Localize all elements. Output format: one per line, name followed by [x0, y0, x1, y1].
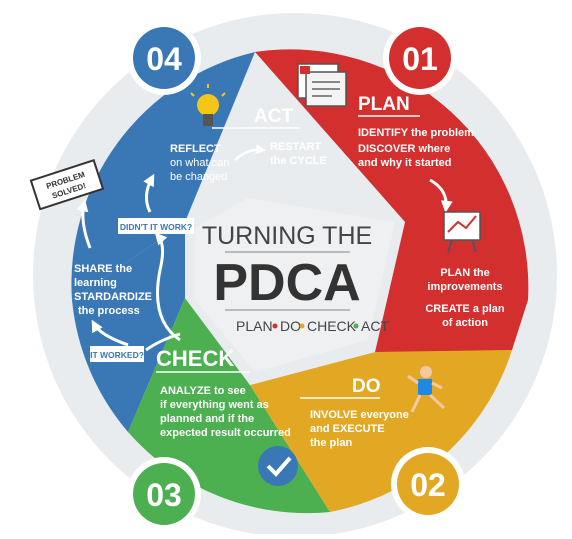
svg-text:of action: of action	[442, 317, 488, 329]
checkmark-icon	[258, 446, 298, 486]
plan-text-2: PLAN the improvements CREATE a plan of a…	[425, 267, 505, 329]
svg-text:04: 04	[146, 41, 182, 77]
svg-text:and EXECUTE: and EXECUTE	[310, 423, 385, 435]
svg-text:learning: learning	[74, 277, 117, 289]
svg-text:02: 02	[410, 467, 446, 503]
center-sub-act: ACT	[361, 318, 389, 334]
badge-03: 03	[127, 457, 201, 531]
svg-text:expected result occurred: expected result occurred	[160, 427, 291, 439]
svg-text:ANALYZE to see: ANALYZE to see	[160, 385, 246, 397]
svg-text:SHARE the: SHARE the	[74, 263, 132, 275]
svg-text:CREATE a plan: CREATE a plan	[425, 303, 505, 315]
svg-text:DISCOVER where: DISCOVER where	[358, 143, 450, 155]
svg-text:01: 01	[402, 41, 438, 77]
center-sub-plan: PLAN	[236, 318, 273, 334]
act-reflect-text: REFLECT on what can be changed	[170, 143, 229, 183]
svg-text:03: 03	[146, 477, 182, 513]
plan-text: IDENTIFY the problem DISCOVER where and …	[358, 127, 474, 169]
svg-text:and why it started: and why it started	[358, 157, 452, 169]
center-subtitle: PLAN DO CHECK ACT	[236, 318, 389, 334]
svg-text:the process: the process	[78, 305, 140, 317]
svg-text:be changed: be changed	[170, 171, 228, 183]
svg-text:IDENTIFY the problem: IDENTIFY the problem	[358, 127, 474, 139]
do-text: INVOLVE everyone and EXECUTE the plan	[310, 409, 409, 449]
it-worked-label: IT WORKED?	[90, 350, 144, 360]
flow-arrows	[76, 173, 181, 352]
it-worked-label-box	[90, 346, 144, 362]
do-segment	[250, 350, 512, 512]
plan-title: PLAN	[358, 94, 410, 115]
svg-text:if everything went as: if everything went as	[160, 399, 269, 411]
act-title: ACT	[254, 106, 293, 127]
plan-arrow	[429, 178, 453, 213]
lightbulb-icon	[190, 84, 226, 126]
restart-arrow	[234, 144, 266, 161]
center-title-pdca: PDCA	[213, 254, 360, 312]
svg-text:improvements: improvements	[427, 281, 502, 293]
badge-02: 02	[391, 447, 465, 521]
do-title: DO	[352, 376, 381, 397]
svg-text:INVOLVE everyone: INVOLVE everyone	[310, 409, 409, 421]
svg-text:the CYCLE: the CYCLE	[270, 155, 327, 167]
center-sub-check: CHECK	[307, 318, 357, 334]
svg-text:RESTART: RESTART	[270, 141, 321, 153]
svg-text:the plan: the plan	[310, 437, 352, 449]
problem-solved-stamp: PROBLEM SOLVED!	[29, 158, 105, 211]
center-title-line1: TURNING THE	[202, 222, 372, 250]
act-segment-lower	[72, 222, 185, 432]
svg-text:STARDARDIZE: STARDARDIZE	[74, 291, 152, 303]
didnt-work-label-box	[118, 218, 194, 234]
badge-01: 01	[383, 21, 457, 95]
check-text: ANALYZE to see if everything went as pla…	[160, 385, 291, 439]
act-share-text: SHARE the learning STARDARDIZE the proce…	[74, 263, 152, 317]
svg-text:planned and if the: planned and if the	[160, 413, 254, 425]
svg-text:on what can: on what can	[170, 157, 229, 169]
documents-icon	[297, 63, 347, 107]
check-title: CHECK	[156, 346, 234, 371]
chart-board-icon	[443, 211, 481, 253]
didnt-work-label: DIDN'T IT WORK?	[120, 222, 192, 232]
runner-icon	[407, 366, 446, 413]
svg-text:REFLECT: REFLECT	[170, 143, 221, 155]
plan-segment-fill	[255, 49, 529, 352]
svg-text:PLAN the: PLAN the	[440, 267, 490, 279]
badge-04: 04	[127, 21, 201, 95]
act-restart-text: RESTART the CYCLE	[270, 141, 327, 167]
center-sub-do: DO	[280, 318, 301, 334]
